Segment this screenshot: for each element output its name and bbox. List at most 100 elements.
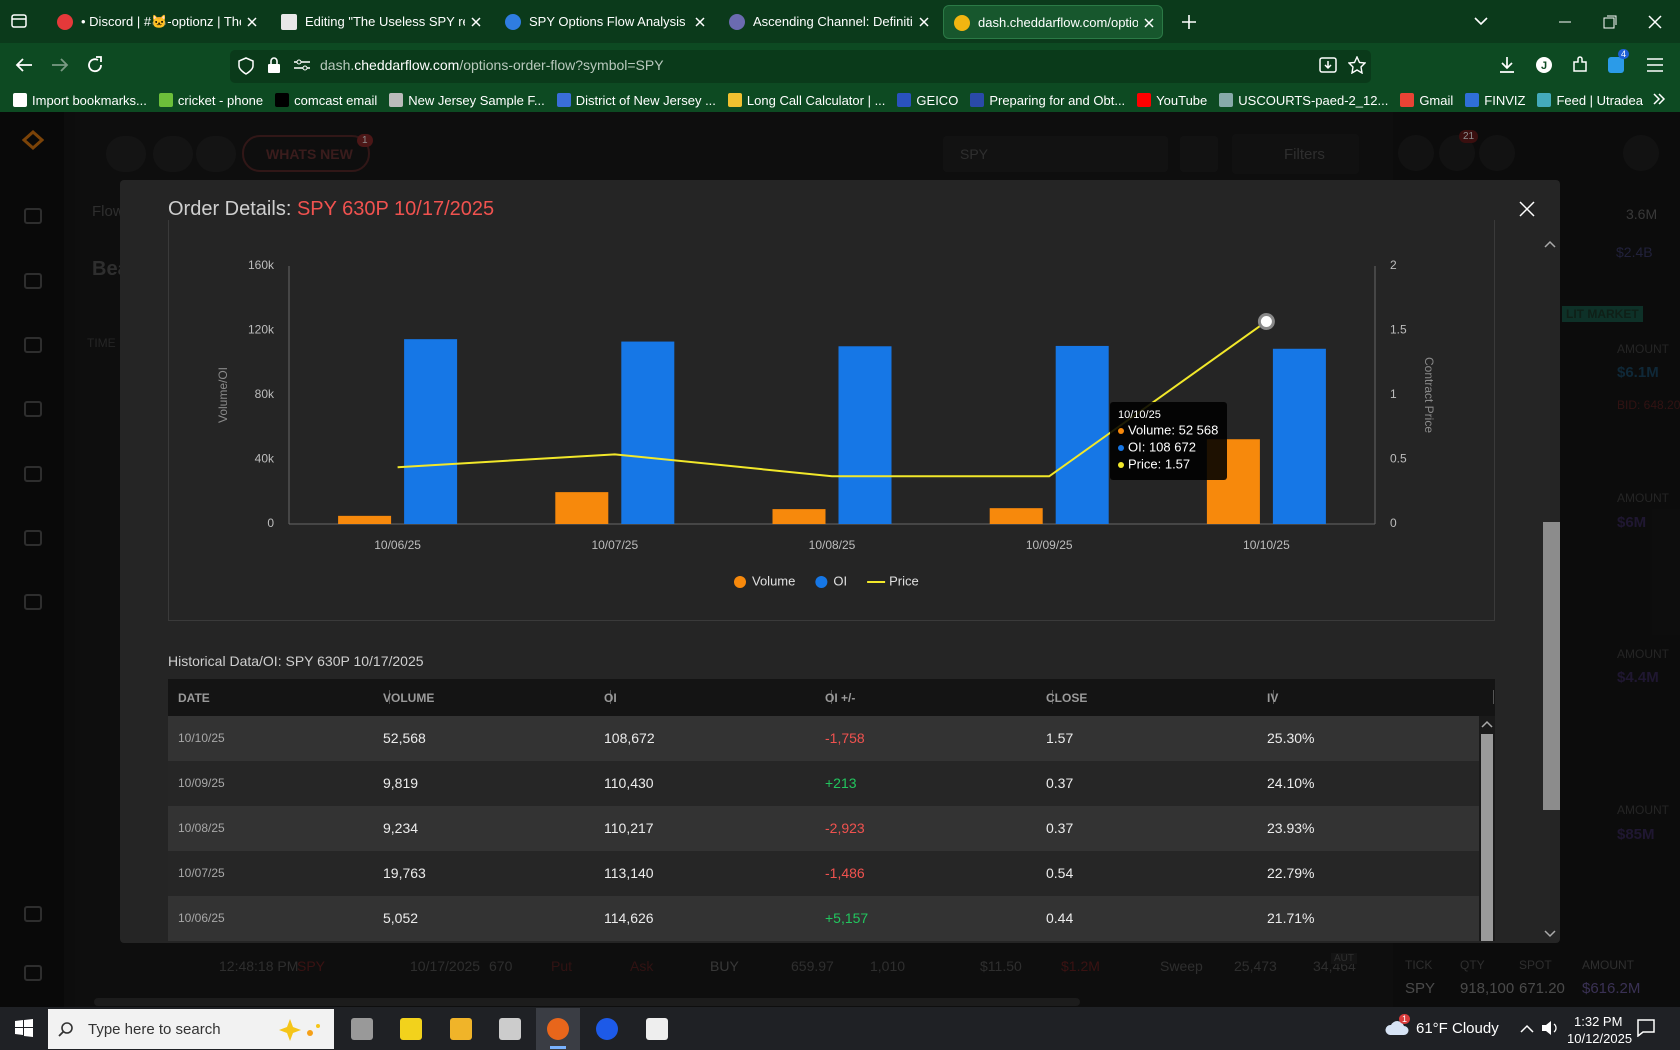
bookmark-star[interactable] (1348, 56, 1366, 74)
weather-badge: 1 (1399, 1014, 1411, 1024)
modal-scrollbar-thumb[interactable] (1543, 522, 1560, 810)
tab-close[interactable] (247, 17, 257, 27)
bookmark[interactable]: GEICO (897, 93, 958, 108)
taskbar-app[interactable] (400, 1018, 422, 1040)
legend-label[interactable]: OI (833, 573, 847, 588)
bookmark[interactable]: District of New Jersey ... (556, 93, 716, 108)
bookmark[interactable]: FINVIZ (1465, 93, 1525, 108)
modal-close[interactable] (1519, 201, 1535, 217)
download-button[interactable] (196, 136, 236, 172)
taskbar-search[interactable]: Type here to search (48, 1009, 334, 1049)
bookmark[interactable]: cricket - phone (158, 93, 263, 108)
sidebar-icon[interactable] (24, 594, 42, 610)
legend-marker (815, 576, 828, 588)
bookmark-icon (13, 93, 27, 107)
tooltip-line: Volume: 52 568 (1128, 422, 1218, 437)
taskbar-app[interactable] (351, 1018, 373, 1040)
table-scrollbar-thumb[interactable] (1481, 734, 1493, 941)
scroll-up[interactable] (1544, 240, 1556, 248)
taskbar-app[interactable] (596, 1018, 618, 1040)
sidebar-icon[interactable] (24, 273, 42, 289)
extensions[interactable] (1571, 56, 1589, 74)
bookmark[interactable]: Gmail (1400, 93, 1453, 108)
header-icon-button[interactable] (1398, 135, 1434, 171)
tab-close[interactable] (471, 17, 481, 27)
weather-icon[interactable] (1384, 1017, 1410, 1037)
bookmark[interactable]: Feed | Utradea (1537, 93, 1643, 108)
bookmark[interactable]: comcast email (275, 93, 377, 108)
taskbar-app[interactable] (450, 1018, 472, 1040)
table-cell: 5,052 (383, 910, 419, 926)
url-field[interactable] (230, 50, 1371, 83)
order-details-modal: Order Details: SPY 630P 10/17/2025 Histor… (120, 180, 1560, 943)
bookmark[interactable]: New Jersey Sample F... (389, 93, 545, 108)
browser-tab[interactable]: dash.cheddarflow.com/options- (943, 5, 1163, 39)
browser-tab[interactable]: Ascending Channel: Definition, (719, 5, 939, 39)
bookmark-label: Long Call Calculator | ... (746, 92, 886, 108)
bookmark[interactable]: Import bookmarks... (13, 93, 147, 108)
app-menu[interactable] (1646, 57, 1664, 73)
sound-button[interactable] (153, 136, 193, 172)
tooltip-line: Price: 1.57 (1128, 456, 1190, 471)
start-button[interactable] (14, 1018, 34, 1038)
whats-new-button[interactable]: WHATS NEW (242, 135, 370, 172)
sidebar-icon[interactable] (24, 337, 42, 353)
restore[interactable] (1603, 15, 1617, 29)
refresh-button[interactable] (1180, 136, 1218, 172)
bookmark[interactable]: USCOURTS-paed-2_12... (1219, 93, 1388, 108)
more-button[interactable] (1623, 135, 1659, 171)
sidebar-icon[interactable] (24, 906, 42, 922)
reload-button[interactable] (86, 56, 104, 74)
header-icon-button[interactable] (1479, 135, 1515, 171)
downloads[interactable] (1498, 56, 1516, 74)
bookmark[interactable]: Long Call Calculator | ... (727, 92, 886, 108)
save-page[interactable] (1319, 57, 1337, 73)
bookmark-icon (1465, 93, 1480, 107)
minimize[interactable] (1558, 20, 1572, 24)
close-window[interactable] (1648, 15, 1662, 29)
legend-label[interactable]: Volume (752, 573, 795, 588)
notifications[interactable] (1637, 1019, 1655, 1037)
scroll-down[interactable] (1544, 930, 1556, 938)
sidebar-icon[interactable] (24, 965, 42, 981)
nav-fragment: Flow (92, 203, 124, 220)
sidebar-icon[interactable] (24, 530, 42, 546)
tab-close[interactable] (1144, 18, 1154, 28)
back-button[interactable] (14, 57, 34, 73)
chatgpt-button[interactable] (106, 136, 146, 172)
new-tab-button[interactable] (1181, 14, 1197, 30)
filters-button[interactable]: Filters (1232, 134, 1359, 174)
bookmark[interactable]: YouTube (1137, 93, 1207, 108)
site-settings[interactable] (293, 58, 311, 72)
tray-chevron[interactable] (1520, 1024, 1534, 1034)
tab-title: Ascending Channel: Definition, (753, 14, 913, 29)
browser-tab[interactable]: • Discord | #🐱-optionz | The U (47, 5, 267, 39)
browser-tab[interactable]: SPY Options Flow Analysis - Re (495, 5, 715, 39)
modal-title: Order Details: SPY 630P 10/17/2025 (168, 198, 494, 221)
extension-icon[interactable] (1608, 57, 1624, 73)
sidebar-icon[interactable] (24, 208, 42, 224)
bookmark[interactable]: Preparing for and Obt... (970, 93, 1125, 108)
tab-overflow[interactable] (1474, 16, 1488, 26)
account[interactable]: J (1535, 56, 1553, 74)
taskbar-app[interactable] (646, 1018, 668, 1040)
sidebar-icon[interactable] (24, 466, 42, 482)
table-scroll-up[interactable] (1481, 720, 1493, 728)
card-label: AMOUNT (1617, 342, 1669, 356)
volume-icon[interactable] (1541, 1020, 1559, 1036)
tab-list-button[interactable] (10, 12, 28, 30)
tab-close[interactable] (695, 17, 705, 27)
bookmarks-overflow[interactable] (1652, 92, 1666, 106)
taskbar-app[interactable] (547, 1018, 569, 1040)
search-box[interactable]: SPY (943, 136, 1168, 172)
taskbar-app[interactable] (499, 1018, 521, 1040)
table-cell: 0.54 (1046, 865, 1074, 881)
tab-close[interactable] (919, 17, 929, 27)
table-cell: 0.44 (1046, 910, 1074, 926)
whats-new-label: WHATS NEW (266, 146, 353, 162)
browser-tab[interactable]: Editing "The Useless SPY report (271, 5, 491, 39)
legend-label[interactable]: Price (889, 573, 919, 588)
column-header: VOLUME (383, 691, 435, 705)
sidebar-icon[interactable] (24, 401, 42, 417)
forward-button[interactable] (50, 57, 70, 73)
